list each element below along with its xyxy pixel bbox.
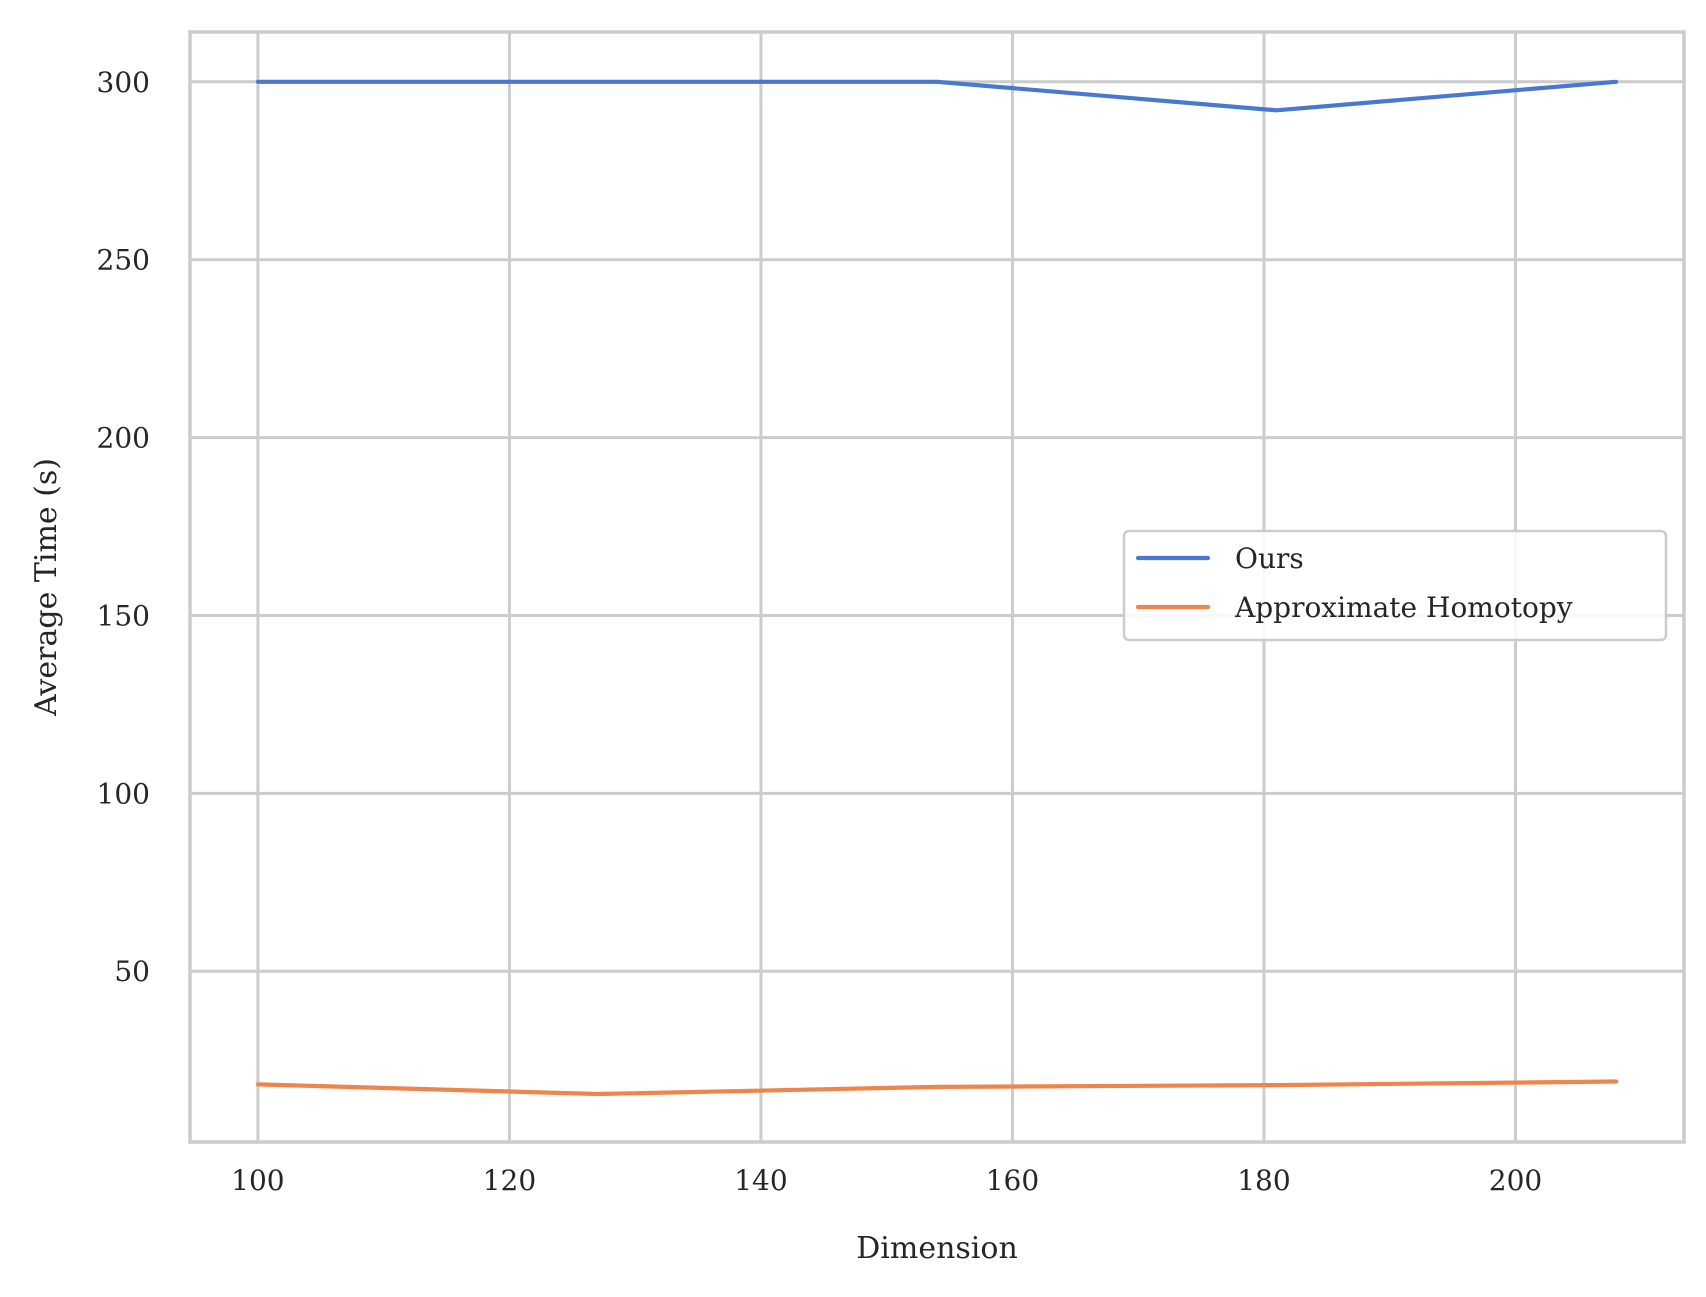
series-layer [255,79,1619,1097]
x-tick-label: 160 [986,1164,1039,1197]
legend: Ours Approximate Homotopy [1122,529,1668,642]
x-tick-label: 100 [231,1164,284,1197]
y-tick-label: 150 [97,599,150,632]
y-tick-label: 300 [97,66,150,99]
y-tick-label: 100 [97,777,150,810]
series-line-ours [255,79,1619,113]
y-axis-label: Average Time (s) [29,458,64,717]
y-tick-label: 200 [97,422,150,455]
legend-label-approximate-homotopy: Approximate Homotopy [1234,591,1573,624]
tick-labels: 100 120 140 160 180 200 50 100 150 200 250 300 [97,66,1543,1197]
x-tick-label: 140 [734,1164,787,1197]
x-axis-label: Dimension [856,1231,1018,1266]
x-tick-label: 180 [1237,1164,1290,1197]
y-tick-label: 250 [97,244,150,277]
x-tick-label: 120 [483,1164,536,1197]
legend-box [1122,529,1668,642]
x-tick-label: 200 [1489,1164,1542,1197]
series-line-approximate-homotopy [255,1079,1619,1097]
legend-label-ours: Ours [1235,542,1304,575]
y-tick-label: 50 [114,955,150,988]
plot-frame [188,30,1686,1144]
